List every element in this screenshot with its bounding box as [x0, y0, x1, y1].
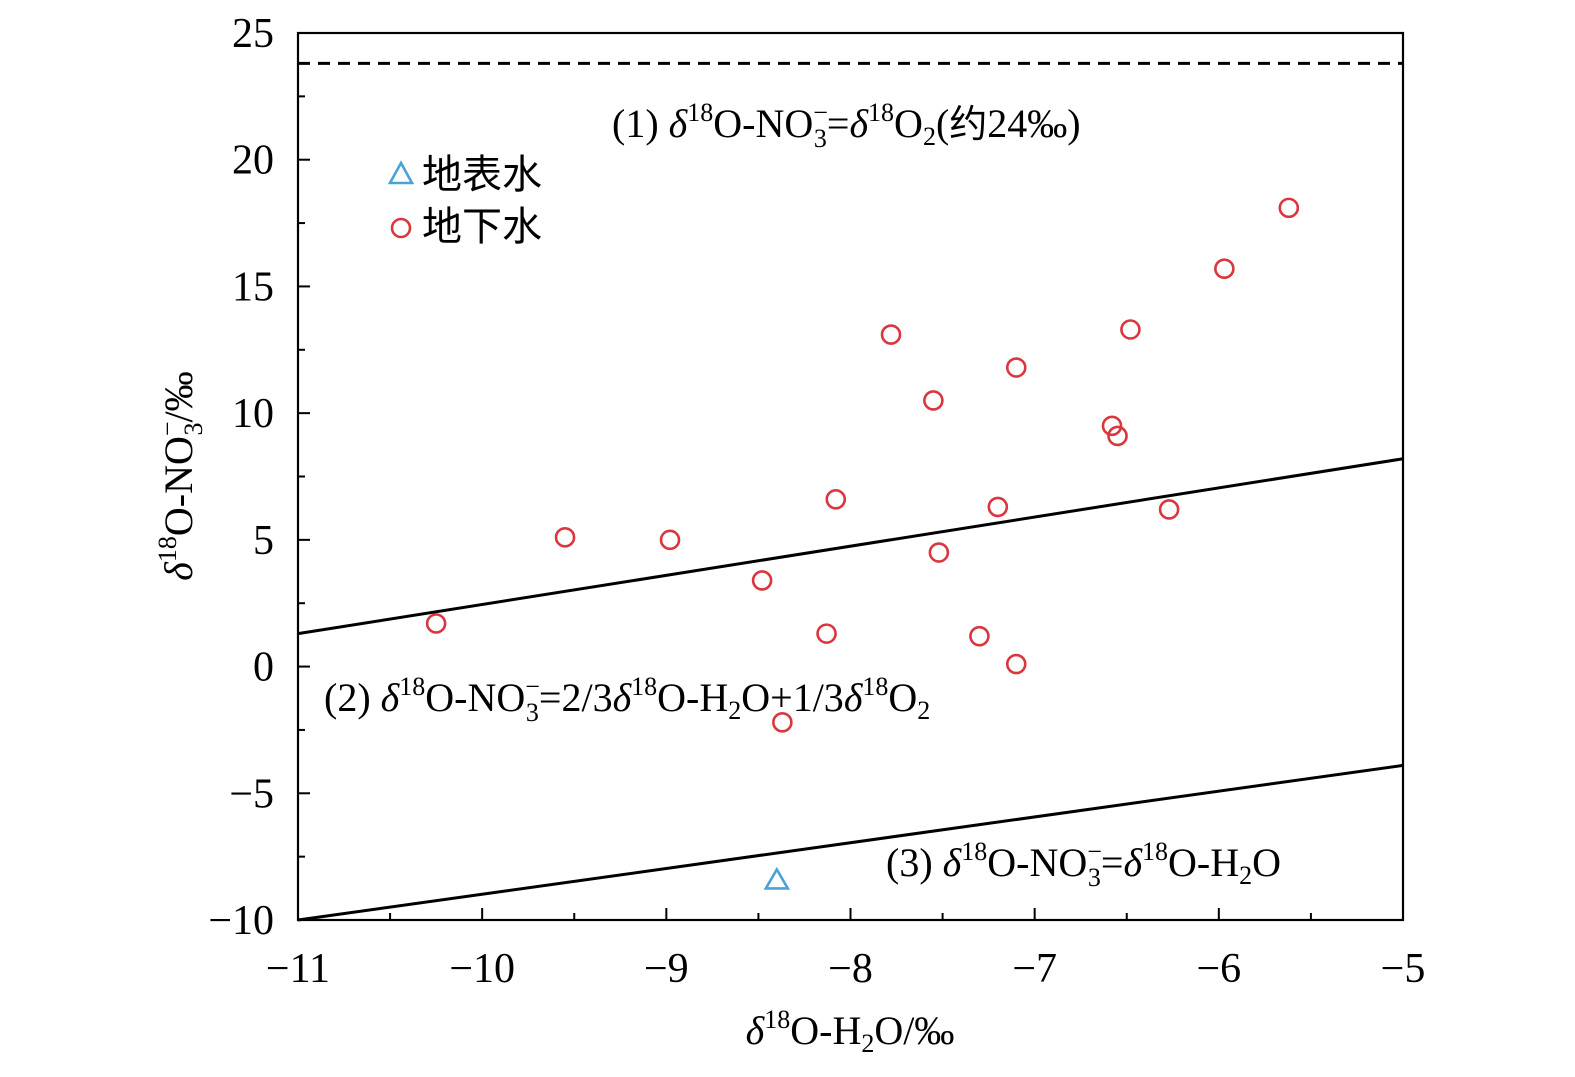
y-tick-label: 15	[232, 264, 274, 310]
groundwater-point	[659, 529, 681, 551]
y-axis-title: δ18O-NO−3/‰	[153, 371, 208, 580]
x-tick-label: −8	[828, 946, 873, 992]
legend-label-surface-water: 地表水	[422, 152, 542, 198]
groundwater-point	[1120, 319, 1141, 340]
y-tick-label: 0	[253, 645, 274, 691]
x-tick-label: −10	[449, 946, 515, 992]
groundwater-point	[772, 712, 793, 733]
groundwater-point	[923, 390, 944, 411]
surface-water-point	[763, 866, 791, 890]
y-tick-label: 5	[253, 518, 274, 564]
x-tick-label: −7	[1012, 946, 1057, 992]
groundwater-point	[1214, 258, 1235, 279]
y-tick-label: −10	[208, 898, 274, 944]
y-tick-label: 20	[232, 138, 274, 184]
x-axis-title: δ18O-H2O/‰	[746, 1005, 955, 1058]
x-tick-label: −9	[644, 946, 689, 992]
y-tick-label: 25	[232, 11, 274, 57]
groundwater-point	[1158, 499, 1180, 520]
legend-label-groundwater: 地下水	[422, 204, 542, 250]
legend-triangle-icon	[387, 160, 415, 185]
groundwater-point	[880, 324, 902, 345]
groundwater-point	[928, 542, 950, 563]
groundwater-point	[1005, 357, 1027, 378]
reference-line-2	[297, 457, 1404, 636]
ref-line-2-label: (2) δ18O-NO− 3=2/3δ18O-H2O+1/3δ18O2	[324, 672, 930, 727]
groundwater-point	[987, 496, 1009, 518]
groundwater-point	[1101, 415, 1123, 437]
legend: 地表水 地下水	[387, 152, 542, 250]
x-tick-label: −6	[1196, 946, 1241, 992]
groundwater-point	[425, 613, 447, 634]
groundwater-point	[825, 489, 847, 510]
reference-line-3	[297, 763, 1404, 922]
groundwater-point	[1278, 197, 1300, 219]
groundwater-point	[816, 623, 837, 644]
groundwater-point	[554, 527, 576, 548]
legend-circle-icon	[390, 217, 412, 239]
x-tick-label: −5	[1381, 946, 1426, 992]
groundwater-point	[969, 625, 990, 647]
groundwater-point	[1005, 653, 1027, 675]
groundwater-point	[1107, 425, 1128, 447]
y-tick-label: −5	[229, 771, 274, 817]
groundwater-point	[751, 570, 773, 591]
ref-line-1-label: (1) δ18O-NO− 3=δ18O2(约24‰)	[612, 98, 1081, 153]
y-tick-label: 10	[232, 391, 274, 437]
ref-line-3-label: (3) δ18O-NO− 3=δ18O-H2O	[886, 837, 1281, 892]
x-tick-label: −11	[266, 946, 330, 992]
